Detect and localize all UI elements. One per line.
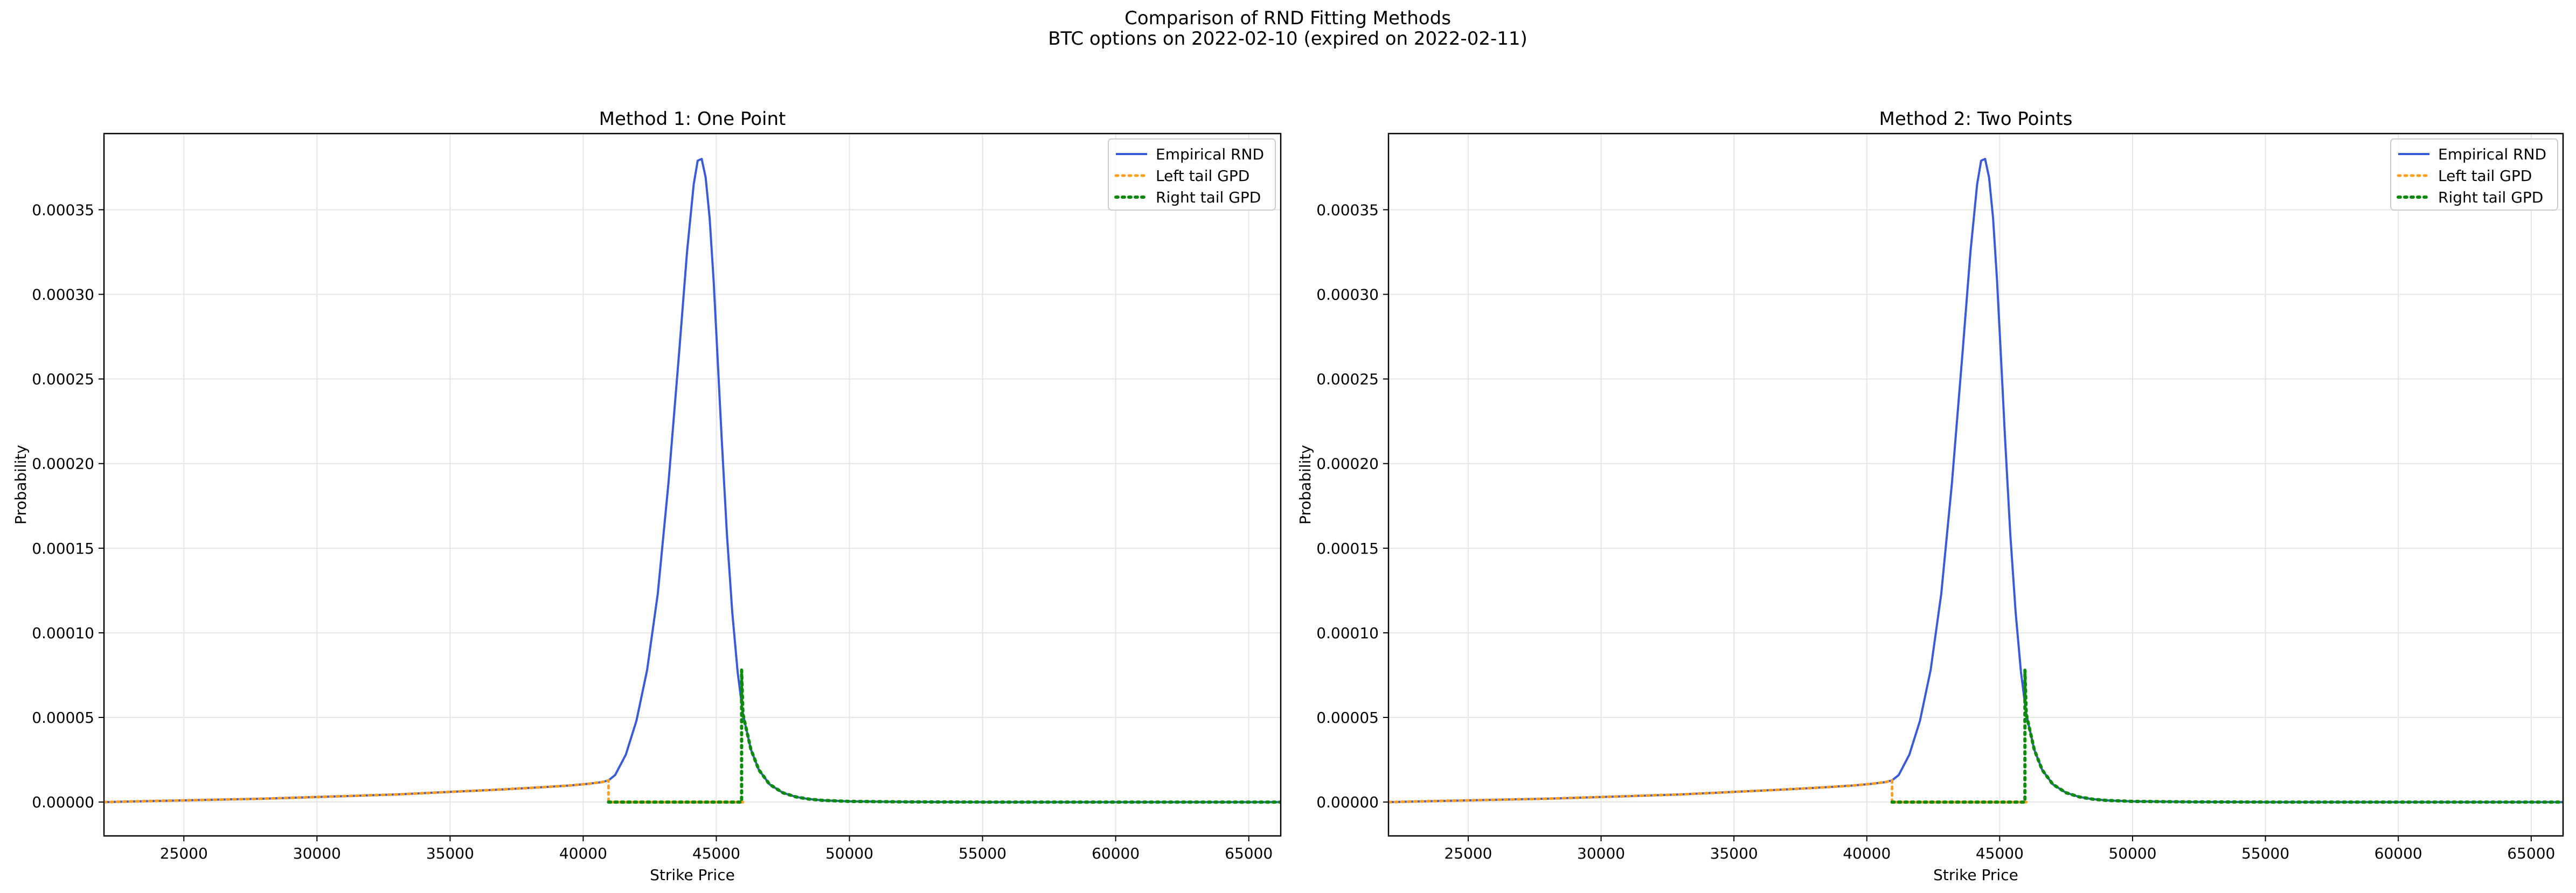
x-tick-label: 30000	[293, 845, 341, 862]
y-axis-label: Probability	[12, 445, 30, 525]
x-tick-label: 25000	[160, 845, 208, 862]
x-tick-label: 30000	[1577, 845, 1625, 862]
series-group	[104, 158, 1281, 804]
y-tick-label: 0.00005	[1316, 709, 1379, 727]
x-axis-label: Strike Price	[650, 866, 735, 884]
x-tick-label: 25000	[1444, 845, 1492, 862]
legend-label: Left tail GPD	[2438, 167, 2532, 185]
legend-label: Right tail GPD	[1156, 189, 1261, 206]
right-tail-gpd-line	[1890, 668, 2563, 804]
x-tick-label: 55000	[959, 845, 1006, 862]
legend-box	[2390, 138, 2558, 211]
y-tick-label: 0.00010	[1316, 624, 1379, 642]
figure-title-line-2: BTC options on 2022-02-10 (expired on 20…	[1048, 28, 1527, 50]
left-tail-gpd-line	[104, 779, 745, 804]
y-tick-label: 0.00005	[32, 709, 94, 727]
y-tick-label: 0.00015	[32, 540, 94, 557]
right-tail-gpd-line	[607, 668, 1281, 804]
y-tick-label: 0.00035	[32, 201, 94, 219]
y-tick-label: 0.00020	[32, 455, 94, 473]
legend-box	[1108, 138, 1276, 211]
figure-title-line-1: Comparison of RND Fitting Methods	[1124, 8, 1451, 29]
legend-label: Left tail GPD	[1156, 167, 1249, 185]
x-tick-label: 40000	[559, 845, 607, 862]
panel-title: Method 2: Two Points	[1879, 108, 2073, 130]
x-tick-label: 45000	[1976, 845, 2024, 862]
y-tick-label: 0.00010	[32, 624, 94, 642]
axes-frame	[103, 132, 1282, 837]
chart-panel-method-1: 25000 30000 35000 40000 45000 50000 55000 60000…	[12, 108, 1282, 884]
y-tick-label: 0.00020	[1316, 455, 1379, 473]
y-tick-label: 0.00035	[1316, 201, 1379, 219]
x-axis-label: Strike Price	[1933, 866, 2018, 884]
y-tick-label: 0.00000	[32, 793, 94, 811]
axes-frame	[1387, 132, 2564, 837]
x-tick-label: 50000	[825, 845, 873, 862]
x-tick-label: 50000	[2108, 845, 2156, 862]
chart-panel-method-2: 25000 30000 35000 40000 45000 50000 55000 60000…	[1296, 108, 2564, 884]
x-tick-label: 60000	[2374, 845, 2422, 862]
x-tick-label: 65000	[1225, 845, 1273, 862]
y-tick-label: 0.00015	[1316, 540, 1379, 557]
x-tick-label: 40000	[1843, 845, 1891, 862]
legend: Empirical RND Left tail GPD Right tail GPD	[1108, 138, 1276, 211]
x-tick-label: 60000	[1092, 845, 1140, 862]
left-tail-gpd-line	[1388, 779, 2028, 804]
legend-label: Right tail GPD	[2438, 189, 2543, 206]
x-tick-label: 35000	[426, 845, 474, 862]
y-axis-label: Probability	[1296, 445, 1314, 525]
legend-label: Empirical RND	[2438, 145, 2546, 163]
y-tick-label: 0.00030	[32, 286, 94, 304]
y-tick-label: 0.00025	[1316, 371, 1379, 388]
legend: Empirical RND Left tail GPD Right tail GPD	[2390, 138, 2558, 211]
panel-title: Method 1: One Point	[599, 108, 786, 130]
x-tick-label: 45000	[692, 845, 740, 862]
y-tick-label: 0.00025	[32, 371, 94, 388]
series-group	[1388, 158, 2563, 804]
x-tick-label: 55000	[2241, 845, 2289, 862]
y-tick-label: 0.00030	[1316, 286, 1379, 304]
legend-label: Empirical RND	[1156, 145, 1264, 163]
x-tick-label: 35000	[1710, 845, 1758, 862]
y-tick-label: 0.00000	[1316, 793, 1379, 811]
x-tick-label: 65000	[2507, 845, 2555, 862]
